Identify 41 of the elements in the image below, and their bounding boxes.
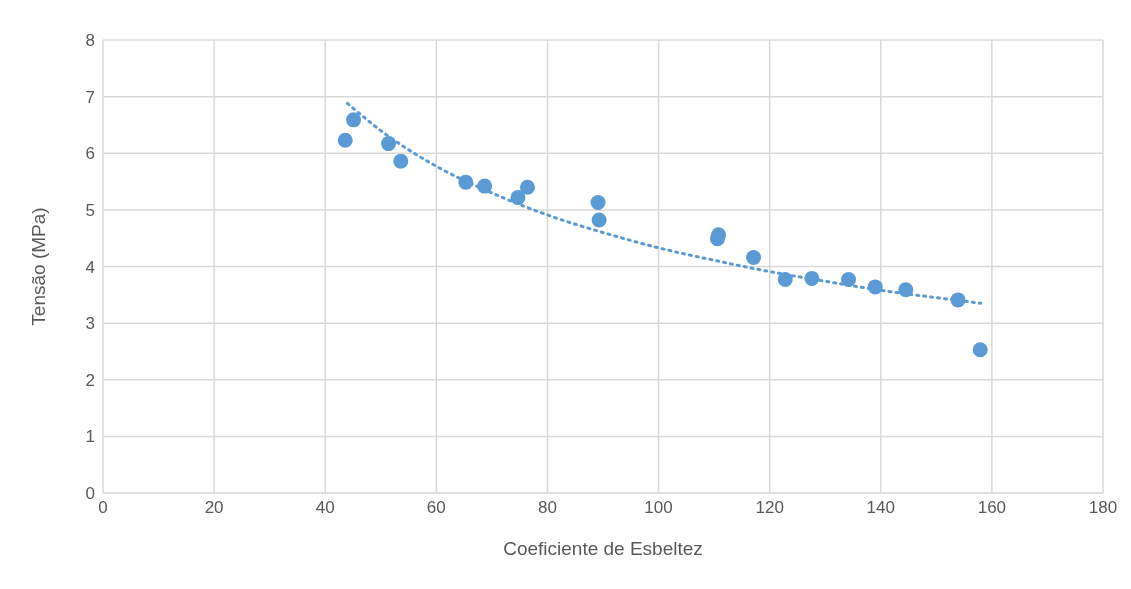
point	[841, 272, 857, 288]
point	[393, 153, 409, 169]
x-axis-title: Coeficiente de Esbeltez	[503, 538, 703, 559]
point	[519, 179, 535, 195]
y-tick-label: 1	[85, 427, 95, 447]
y-tick-label: 8	[85, 31, 95, 51]
point	[510, 189, 526, 205]
y-tick-label: 6	[85, 144, 95, 164]
x-tick-label: 120	[755, 498, 784, 518]
line-series	[345, 101, 983, 305]
point	[972, 342, 988, 358]
point	[777, 272, 793, 288]
point	[591, 212, 607, 228]
point	[590, 195, 606, 211]
y-axis-title: Tensão (MPa)	[27, 207, 49, 326]
y-tick-label: 2	[85, 370, 95, 390]
x-tick-label: 40	[315, 498, 335, 518]
x-tick-label: 60	[426, 498, 446, 518]
point	[458, 174, 474, 190]
point	[867, 279, 883, 295]
x-tick-label: 160	[977, 498, 1007, 518]
y-tick-label: 7	[85, 87, 95, 107]
x-tick-label: 80	[537, 498, 557, 518]
x-tick-label: 140	[866, 498, 895, 518]
point	[898, 282, 914, 298]
y-tick-label: 4	[85, 257, 95, 277]
point	[477, 178, 493, 194]
point	[709, 231, 725, 247]
y-tick-label: 0	[85, 484, 95, 504]
y-tick-label: 3	[85, 314, 95, 334]
x-tick-label: 0	[98, 498, 108, 518]
x-tick-label: 100	[644, 498, 673, 518]
point	[337, 132, 353, 148]
x-tick-label: 180	[1088, 498, 1118, 518]
x-tick-label: 20	[204, 498, 224, 518]
y-tick-label: 5	[85, 200, 95, 220]
point	[381, 136, 397, 152]
point	[746, 249, 762, 265]
point	[346, 112, 362, 128]
point	[804, 270, 820, 286]
point	[950, 292, 966, 308]
